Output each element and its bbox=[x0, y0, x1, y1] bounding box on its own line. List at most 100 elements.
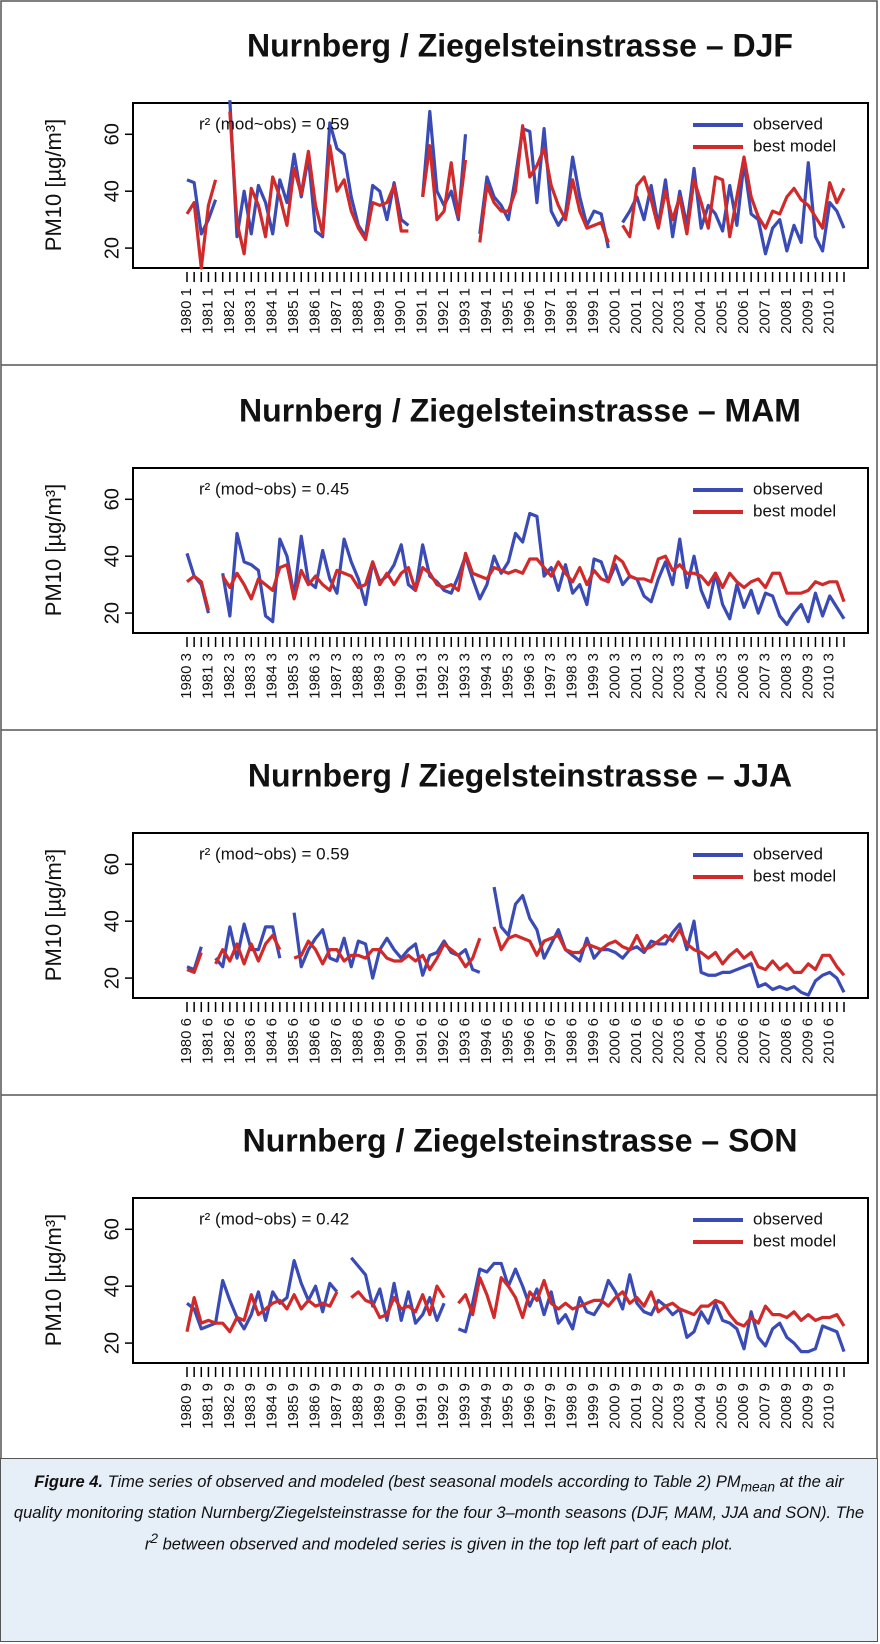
x-tick-label: 1993 6 bbox=[456, 1018, 473, 1064]
x-tick-label: 1982 6 bbox=[221, 1018, 238, 1064]
x-tick-label: 2008 3 bbox=[778, 653, 795, 699]
x-tick-label: 1992 6 bbox=[435, 1018, 452, 1064]
chart-title: Nurnberg / Ziegelsteinstrasse – MAM bbox=[239, 392, 801, 428]
x-tick-label: 1983 6 bbox=[242, 1018, 259, 1064]
x-tick-label: 2005 6 bbox=[714, 1018, 731, 1064]
x-tick-label: 1994 6 bbox=[478, 1018, 495, 1064]
x-tick-label: 2007 6 bbox=[756, 1018, 773, 1064]
x-tick-label: 1986 9 bbox=[307, 1383, 324, 1429]
panel-border bbox=[0, 730, 878, 1095]
caption-subscript: mean bbox=[740, 1479, 775, 1495]
x-tick-label: 1991 6 bbox=[414, 1018, 431, 1064]
y-axis-label: PM10 [µg/m³] bbox=[41, 484, 66, 616]
series-line bbox=[186, 1256, 846, 1354]
x-tick-label: 2007 1 bbox=[756, 288, 773, 334]
x-tick-label: 2000 9 bbox=[606, 1383, 623, 1429]
x-tick-label: 2009 9 bbox=[799, 1383, 816, 1429]
x-tick-label: 1994 3 bbox=[478, 653, 495, 699]
x-tick-label: 2009 3 bbox=[799, 653, 816, 699]
x-tick-label: 2001 6 bbox=[628, 1018, 645, 1064]
x-tick-label: 1996 6 bbox=[521, 1018, 538, 1064]
y-tick-label: 20 bbox=[101, 1332, 123, 1354]
x-tick-label: 2005 1 bbox=[714, 288, 731, 334]
x-tick-label: 1980 1 bbox=[178, 288, 195, 334]
caption-text: at the air quality monitoring station Nu… bbox=[13, 1473, 865, 1554]
x-tick-label: 2007 9 bbox=[756, 1383, 773, 1429]
legend-label: best model bbox=[753, 866, 836, 885]
x-tick-label: 2007 3 bbox=[756, 653, 773, 699]
x-tick-label: 2010 9 bbox=[821, 1383, 838, 1429]
caption-label: Figure 4. bbox=[34, 1473, 103, 1491]
legend-label: best model bbox=[753, 501, 836, 520]
x-tick-label: 1983 3 bbox=[242, 653, 259, 699]
x-tick-label: 1990 6 bbox=[392, 1018, 409, 1064]
legend-label: observed bbox=[753, 114, 823, 133]
x-tick-label: 1984 1 bbox=[264, 288, 281, 334]
x-tick-label: 1995 6 bbox=[499, 1018, 516, 1064]
x-tick-label: 1996 3 bbox=[521, 653, 538, 699]
x-tick-label: 1999 9 bbox=[585, 1383, 602, 1429]
y-tick-label: 40 bbox=[101, 545, 123, 567]
x-tick-label: 1988 3 bbox=[349, 653, 366, 699]
x-tick-label: 1994 9 bbox=[478, 1383, 495, 1429]
x-tick-label: 1997 6 bbox=[542, 1018, 559, 1064]
x-tick-label: 1995 3 bbox=[499, 653, 516, 699]
x-tick-label: 1981 6 bbox=[199, 1018, 216, 1064]
x-tick-label: 1999 1 bbox=[585, 288, 602, 334]
x-tick-label: 1995 1 bbox=[499, 288, 516, 334]
x-tick-label: 1985 3 bbox=[285, 653, 302, 699]
x-tick-label: 2004 1 bbox=[692, 288, 709, 334]
x-tick-label: 1982 3 bbox=[221, 653, 238, 699]
x-tick-label: 2009 6 bbox=[799, 1018, 816, 1064]
x-tick-label: 2004 9 bbox=[692, 1383, 709, 1429]
x-tick-label: 1998 9 bbox=[564, 1383, 581, 1429]
x-tick-label: 2003 6 bbox=[671, 1018, 688, 1064]
x-tick-label: 1987 1 bbox=[328, 288, 345, 334]
y-tick-label: 40 bbox=[101, 1275, 123, 1297]
x-tick-label: 1993 9 bbox=[456, 1383, 473, 1429]
x-tick-label: 1984 3 bbox=[264, 653, 281, 699]
series-line bbox=[186, 886, 846, 997]
annotation: r² (mod~obs) = 0.59 bbox=[199, 114, 349, 133]
x-tick-label: 2005 3 bbox=[714, 653, 731, 699]
x-tick-label: 1989 6 bbox=[371, 1018, 388, 1064]
x-tick-label: 1983 1 bbox=[242, 288, 259, 334]
x-tick-label: 2010 6 bbox=[821, 1018, 838, 1064]
x-tick-label: 1999 3 bbox=[585, 653, 602, 699]
y-tick-label: 60 bbox=[101, 123, 123, 145]
x-tick-label: 2006 6 bbox=[735, 1018, 752, 1064]
caption-superscript: 2 bbox=[150, 1531, 159, 1547]
x-tick-label: 2008 9 bbox=[778, 1383, 795, 1429]
x-tick-label: 2002 1 bbox=[649, 288, 666, 334]
x-tick-label: 1989 1 bbox=[371, 288, 388, 334]
y-tick-label: 40 bbox=[101, 180, 123, 202]
x-tick-label: 2008 1 bbox=[778, 288, 795, 334]
x-tick-label: 2001 3 bbox=[628, 653, 645, 699]
x-tick-label: 2003 9 bbox=[671, 1383, 688, 1429]
chart-title: Nurnberg / Ziegelsteinstrasse – JJA bbox=[248, 757, 792, 793]
x-tick-label: 1998 3 bbox=[564, 653, 581, 699]
y-axis-label: PM10 [µg/m³] bbox=[41, 1214, 66, 1346]
y-tick-label: 60 bbox=[101, 488, 123, 510]
x-tick-label: 2010 1 bbox=[821, 288, 838, 334]
x-tick-label: 1997 1 bbox=[542, 288, 559, 334]
plot-area bbox=[132, 832, 869, 999]
x-tick-label: 1987 6 bbox=[328, 1018, 345, 1064]
plot-area bbox=[132, 102, 869, 269]
legend-label: best model bbox=[753, 136, 836, 155]
x-tick-label: 1980 9 bbox=[178, 1383, 195, 1429]
panel-border bbox=[0, 365, 878, 730]
x-tick-label: 2006 9 bbox=[735, 1383, 752, 1429]
caption: Figure 4. Time series of observed and mo… bbox=[0, 1458, 878, 1642]
panel-border bbox=[0, 1095, 878, 1460]
x-tick-label: 1992 9 bbox=[435, 1383, 452, 1429]
x-tick-label: 1996 9 bbox=[521, 1383, 538, 1429]
x-tick-label: 1991 1 bbox=[414, 288, 431, 334]
x-tick-label: 1981 1 bbox=[199, 288, 216, 334]
panel-border bbox=[0, 0, 878, 365]
x-tick-label: 2000 6 bbox=[606, 1018, 623, 1064]
x-tick-label: 1986 3 bbox=[307, 653, 324, 699]
x-tick-label: 1997 9 bbox=[542, 1383, 559, 1429]
x-tick-label: 1985 6 bbox=[285, 1018, 302, 1064]
